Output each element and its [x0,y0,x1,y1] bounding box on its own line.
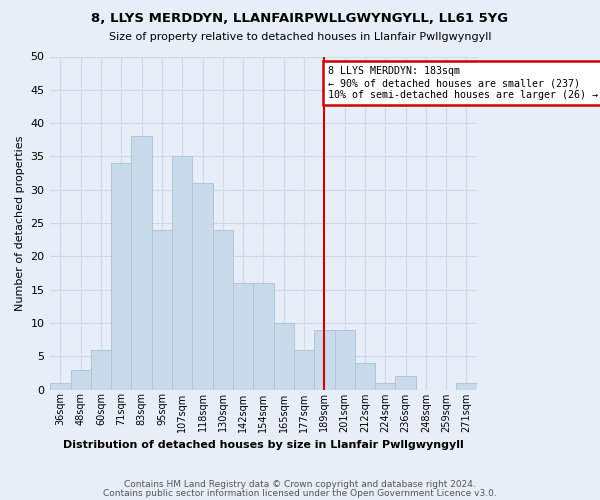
Bar [233,283,253,390]
Bar [111,163,131,390]
Bar [193,183,212,390]
Bar [172,156,193,390]
Text: Contains public sector information licensed under the Open Government Licence v3: Contains public sector information licen… [103,489,497,498]
Bar [314,330,335,390]
Bar [152,230,172,390]
Text: Contains HM Land Registry data © Crown copyright and database right 2024.: Contains HM Land Registry data © Crown c… [124,480,476,489]
Bar [131,136,152,390]
Bar [457,383,476,390]
Bar [294,350,314,390]
Bar [71,370,91,390]
Y-axis label: Number of detached properties: Number of detached properties [15,136,25,310]
Bar [335,330,355,390]
Bar [253,283,274,390]
Text: 8 LLYS MERDDYN: 183sqm
← 90% of detached houses are smaller (237)
10% of semi-de: 8 LLYS MERDDYN: 183sqm ← 90% of detached… [328,66,598,100]
Bar [395,376,416,390]
Text: 8, LLYS MERDDYN, LLANFAIRPWLLGWYNGYLL, LL61 5YG: 8, LLYS MERDDYN, LLANFAIRPWLLGWYNGYLL, L… [91,12,509,26]
Bar [50,383,71,390]
Bar [274,323,294,390]
Bar [91,350,111,390]
Bar [355,363,375,390]
Text: Size of property relative to detached houses in Llanfair Pwllgwyngyll: Size of property relative to detached ho… [109,32,491,42]
X-axis label: Distribution of detached houses by size in Llanfair Pwllgwyngyll: Distribution of detached houses by size … [63,440,464,450]
Bar [375,383,395,390]
Bar [212,230,233,390]
